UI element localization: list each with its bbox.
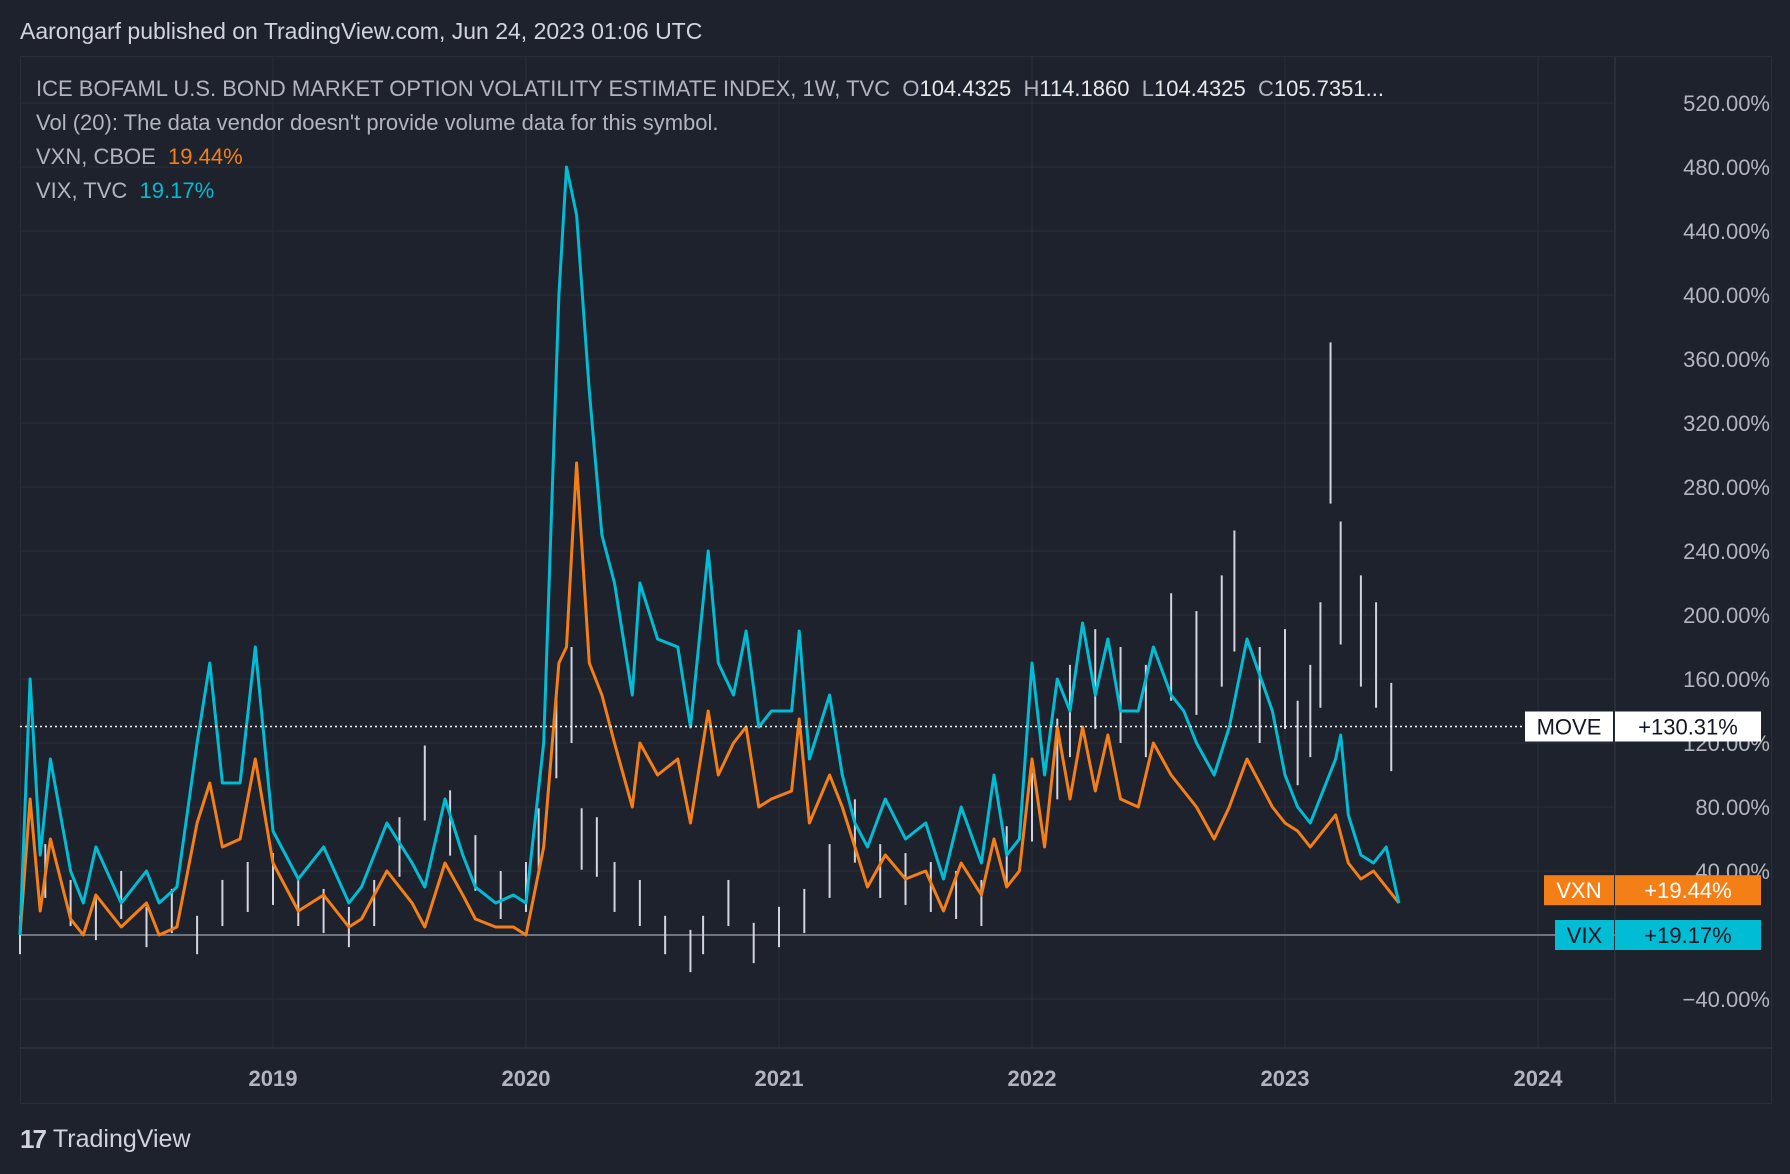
y-tick-label: 160.00% xyxy=(1683,667,1770,692)
y-tick-label: 520.00% xyxy=(1683,91,1770,116)
tradingview-brand-text: TradingView xyxy=(52,1125,191,1153)
footer-brand[interactable]: 17 TradingView xyxy=(20,1124,191,1155)
y-tick-label: 240.00% xyxy=(1683,539,1770,564)
y-tick-label: 480.00% xyxy=(1683,155,1770,180)
legend-c-value: 105.7351... xyxy=(1273,76,1384,101)
vix-badge-value-bg xyxy=(1615,920,1761,950)
vix-badge-value: +19.17% xyxy=(1644,923,1731,948)
legend-main-title: ICE BOFAML U.S. BOND MARKET OPTION VOLAT… xyxy=(36,76,891,101)
move-badge-value: +130.31% xyxy=(1638,715,1738,740)
legend-h-label: H xyxy=(1023,76,1040,101)
x-tick-label: 2024 xyxy=(1514,1066,1564,1091)
legend-o-value: 104.4325 xyxy=(919,76,1012,101)
legend-c-label: C xyxy=(1257,76,1274,101)
tradingview-logo-icon: 17 xyxy=(20,1124,47,1154)
y-tick-label: 80.00% xyxy=(1695,795,1770,820)
legend-vxn-value: 19.44% xyxy=(168,144,243,169)
y-tick-label: 440.00% xyxy=(1683,219,1770,244)
grid-lines xyxy=(20,57,1615,1048)
x-tick-label: 2021 xyxy=(755,1066,804,1091)
x-tick-label: 2020 xyxy=(502,1066,551,1091)
legend-h-value: 114.1860 xyxy=(1039,76,1130,101)
axis-lines xyxy=(20,57,1772,1103)
badges-layer: MOVE +130.31% VXN +19.44% VIX +19.17% xyxy=(1525,711,1761,950)
chart-frame[interactable] xyxy=(20,56,1772,1104)
x-tick-label: 2019 xyxy=(249,1066,298,1091)
vix-line xyxy=(18,165,1401,936)
legend-vol-row: Vol (20): The data vendor doesn't provid… xyxy=(36,110,719,135)
y-tick-label: 360.00% xyxy=(1683,347,1770,372)
legend-vxn-row: VXN, CBOE 19.44% xyxy=(36,140,1384,174)
legend-l-label: L xyxy=(1141,76,1154,101)
y-tick-label: 200.00% xyxy=(1683,603,1770,628)
x-tick-label: 2023 xyxy=(1261,1066,1310,1091)
move-badge-value-bg xyxy=(1615,711,1761,742)
series-layer xyxy=(18,165,1615,973)
vix-badge-label-bg xyxy=(1555,920,1614,950)
legend-l-value: 104.4325 xyxy=(1153,76,1246,101)
y-tick-label: 280.00% xyxy=(1683,475,1770,500)
vxn-badge-label-bg xyxy=(1544,875,1614,906)
y-tick-label: 320.00% xyxy=(1683,411,1770,436)
publish-header: Aarongarf published on TradingView.com, … xyxy=(20,18,703,44)
vxn-badge-value-bg xyxy=(1615,875,1761,906)
vix-badge-label: VIX xyxy=(1567,923,1603,948)
vxn-line xyxy=(18,461,1401,937)
move-badge-label: MOVE xyxy=(1537,715,1602,740)
legend-main-row: ICE BOFAML U.S. BOND MARKET OPTION VOLAT… xyxy=(36,72,1384,106)
ticks-layer: 520.00% 480.00% 440.00% 400.00% 360.00% 320.0… xyxy=(249,91,1770,1091)
legend-vxn-name: VXN, CBOE xyxy=(36,144,156,169)
legend-vix-name: VIX, TVC xyxy=(36,178,128,203)
legend-vix-row: VIX, TVC 19.17% xyxy=(36,174,1384,208)
vxn-badge-value: +19.44% xyxy=(1644,878,1731,903)
chart-legend: ICE BOFAML U.S. BOND MARKET OPTION VOLAT… xyxy=(36,72,1384,208)
move-badge-label-bg xyxy=(1525,711,1613,742)
y-tick-label: 400.00% xyxy=(1683,283,1770,308)
vxn-badge-label: VXN xyxy=(1556,878,1601,903)
legend-vix-value: 19.17% xyxy=(139,178,215,203)
x-tick-label: 2022 xyxy=(1008,1066,1057,1091)
legend-o-label: O xyxy=(902,76,920,101)
y-tick-label: −40.00% xyxy=(1683,987,1770,1012)
